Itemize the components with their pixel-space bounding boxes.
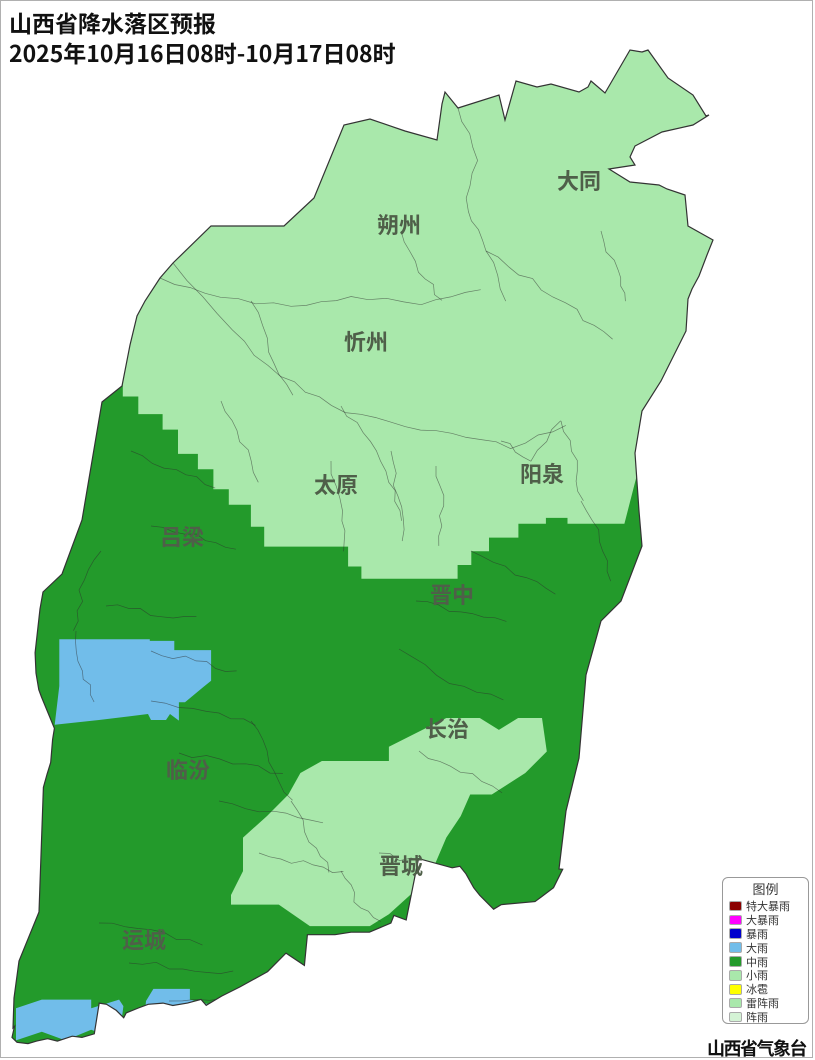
svg-text:晋城: 晋城 — [379, 849, 423, 881]
svg-text:阳泉: 阳泉 — [520, 457, 564, 489]
svg-text:太原: 太原 — [314, 468, 358, 500]
svg-text:临汾: 临汾 — [166, 753, 210, 785]
svg-text:运城: 运城 — [122, 923, 166, 955]
svg-text:晋中: 晋中 — [430, 578, 474, 610]
svg-text:吕梁: 吕梁 — [160, 520, 204, 552]
svg-text:长治: 长治 — [425, 712, 469, 744]
svg-text:忻州: 忻州 — [344, 325, 388, 357]
svg-text:朔州: 朔州 — [377, 208, 421, 240]
svg-text:大同: 大同 — [557, 164, 601, 196]
